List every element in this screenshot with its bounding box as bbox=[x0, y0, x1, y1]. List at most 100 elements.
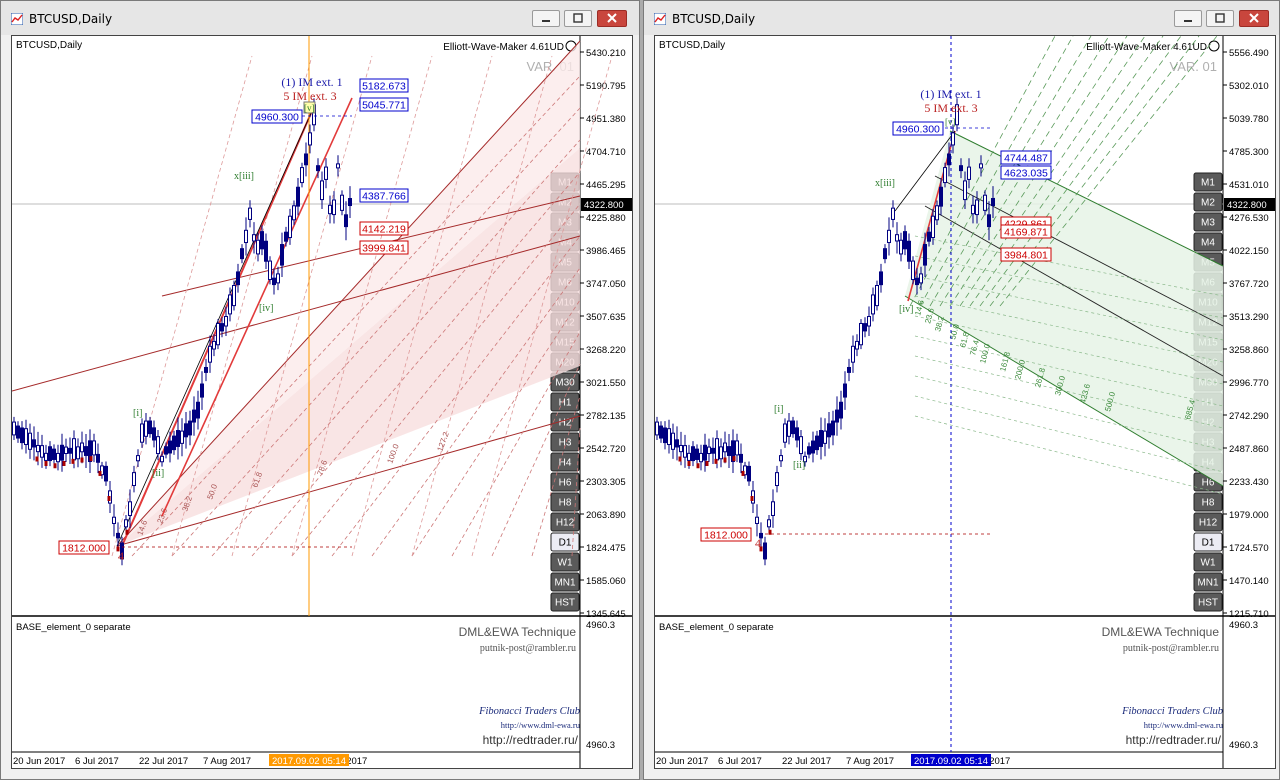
candle-body bbox=[184, 423, 188, 438]
price-box-5045-box bbox=[359, 97, 409, 112]
timeframe-label: M2 bbox=[1201, 198, 1215, 209]
timeframe-button-h1[interactable] bbox=[550, 392, 580, 412]
club-url: http://www.dml-ewa.ru bbox=[501, 720, 581, 730]
timeframe-button-hst[interactable] bbox=[1193, 592, 1223, 612]
timeframe-button-h4[interactable] bbox=[550, 452, 580, 472]
timeframe-button-m4[interactable] bbox=[1193, 232, 1223, 252]
timeframe-button-d1[interactable] bbox=[1193, 532, 1223, 552]
candles bbox=[12, 98, 352, 566]
timeframe-button-m1[interactable] bbox=[1193, 172, 1223, 192]
timeframe-button-m3[interactable] bbox=[1193, 212, 1223, 232]
candle-body bbox=[831, 420, 835, 436]
chart-area[interactable]: 5430.210 5190.795 4951.380 4704.710 4465.295… bbox=[11, 35, 633, 769]
candle-body bbox=[915, 277, 919, 286]
price-label: 1470.140 bbox=[1229, 576, 1269, 587]
restore-button[interactable] bbox=[564, 10, 592, 27]
timeframe-button-mn1[interactable] bbox=[1193, 572, 1223, 592]
fib-line bbox=[231, 55, 373, 557]
fib-line bbox=[914, 335, 1224, 407]
candle-body bbox=[300, 167, 304, 184]
timeframe-label: H3 bbox=[559, 438, 572, 449]
candle-marker bbox=[714, 458, 718, 464]
candle-body bbox=[268, 260, 272, 281]
timeframe-button-m2[interactable] bbox=[1193, 192, 1223, 212]
timeframe-button-h2[interactable] bbox=[550, 412, 580, 432]
restore-icon bbox=[1215, 13, 1225, 23]
price-box-low-box bbox=[700, 527, 752, 542]
timeframe-button-h12[interactable] bbox=[1193, 512, 1223, 532]
price-label: 3986.465 bbox=[586, 246, 626, 257]
price-label: 5430.210 bbox=[586, 48, 626, 59]
candle-body bbox=[943, 167, 947, 184]
candle-body bbox=[955, 104, 959, 126]
fib-line bbox=[291, 55, 433, 557]
candle-body bbox=[80, 442, 84, 453]
timeframe-label: D1 bbox=[1202, 538, 1215, 549]
close-button[interactable] bbox=[597, 10, 627, 27]
candle-body bbox=[12, 421, 16, 436]
candle-body bbox=[136, 455, 140, 462]
timeframe-button-m30[interactable] bbox=[550, 372, 580, 392]
timeframe-button-w1[interactable] bbox=[1193, 552, 1223, 572]
chart-area[interactable]: 5556.490 5302.010 5039.780 4785.300 4531.010… bbox=[654, 35, 1276, 769]
minimize-button[interactable] bbox=[532, 10, 560, 27]
price-label: 2303.305 bbox=[586, 477, 626, 488]
timeframe-button-h12[interactable] bbox=[550, 512, 580, 532]
close-icon bbox=[607, 13, 617, 23]
candle-body bbox=[951, 132, 955, 146]
price-label: 5039.780 bbox=[1229, 114, 1269, 125]
title-bar[interactable]: BTCUSD,Daily bbox=[1, 1, 639, 35]
fib-line bbox=[471, 55, 613, 557]
candle-body bbox=[92, 440, 96, 456]
candle-body bbox=[907, 240, 911, 262]
title-bar[interactable]: BTCUSD,Daily bbox=[644, 1, 1279, 35]
timeframe-label: M4 bbox=[1201, 238, 1215, 249]
price-box-4142: 4142.219 bbox=[362, 224, 406, 236]
price-box-top-box bbox=[892, 121, 944, 136]
wave-line bbox=[116, 110, 313, 547]
timeframe-button-mn1[interactable] bbox=[550, 572, 580, 592]
subpanel-bottom-value: 4960.3 bbox=[1229, 740, 1258, 751]
candle-marker bbox=[687, 461, 691, 466]
price-chart[interactable]: 5430.210 5190.795 4951.380 4704.710 4465.295… bbox=[12, 36, 632, 768]
candle-body bbox=[787, 420, 791, 437]
candle-marker bbox=[89, 456, 93, 462]
candle-body bbox=[148, 420, 152, 435]
price-box-3984-box bbox=[1000, 247, 1052, 262]
indicator-label: Elliott-Wave-Maker 4.61UD bbox=[443, 42, 564, 53]
candle-body bbox=[304, 153, 308, 166]
timeframe-button-hst[interactable] bbox=[550, 592, 580, 612]
fib-line bbox=[939, 36, 1110, 307]
timeframe-button-h8[interactable] bbox=[1193, 492, 1223, 512]
candle-body bbox=[947, 153, 951, 166]
candle-body bbox=[264, 240, 268, 262]
price-label: 2742.290 bbox=[1229, 411, 1269, 422]
timeframe-button-d1[interactable] bbox=[550, 532, 580, 552]
restore-button[interactable] bbox=[1206, 10, 1234, 27]
channel-fill bbox=[905, 131, 1223, 486]
price-label: 1215.710 bbox=[1229, 609, 1269, 620]
timeframe-label: H6 bbox=[1202, 478, 1215, 489]
candle-body bbox=[240, 248, 244, 260]
timeframe-button-h6[interactable] bbox=[550, 472, 580, 492]
candle-marker bbox=[35, 456, 39, 462]
wave-xiii-label: x[iii] bbox=[234, 171, 254, 182]
candle-body bbox=[967, 166, 971, 180]
indicator-label: Elliott-Wave-Maker 4.61UD bbox=[1086, 42, 1207, 53]
timeframe-label: M30 bbox=[555, 378, 575, 389]
price-chart[interactable]: 5556.490 5302.010 5039.780 4785.300 4531.010… bbox=[655, 36, 1275, 768]
close-button[interactable] bbox=[1239, 10, 1269, 27]
candle-body bbox=[128, 501, 132, 516]
candle-body bbox=[711, 447, 715, 454]
price-box-4387-box bbox=[359, 188, 409, 203]
fib-line bbox=[131, 75, 581, 557]
wave-xiii-label: x[iii] bbox=[875, 178, 895, 189]
mt4-chart-icon bbox=[654, 13, 666, 25]
fib-line bbox=[291, 203, 581, 557]
minimize-button[interactable] bbox=[1174, 10, 1202, 27]
subpanel-label: BASE_element_0 separate bbox=[16, 622, 131, 633]
price-box-low-box bbox=[58, 540, 110, 555]
brand-label: DML&EWA Technique bbox=[1102, 625, 1220, 639]
timeframe-button-w1[interactable] bbox=[550, 552, 580, 572]
timeframe-button-h8[interactable] bbox=[550, 492, 580, 512]
